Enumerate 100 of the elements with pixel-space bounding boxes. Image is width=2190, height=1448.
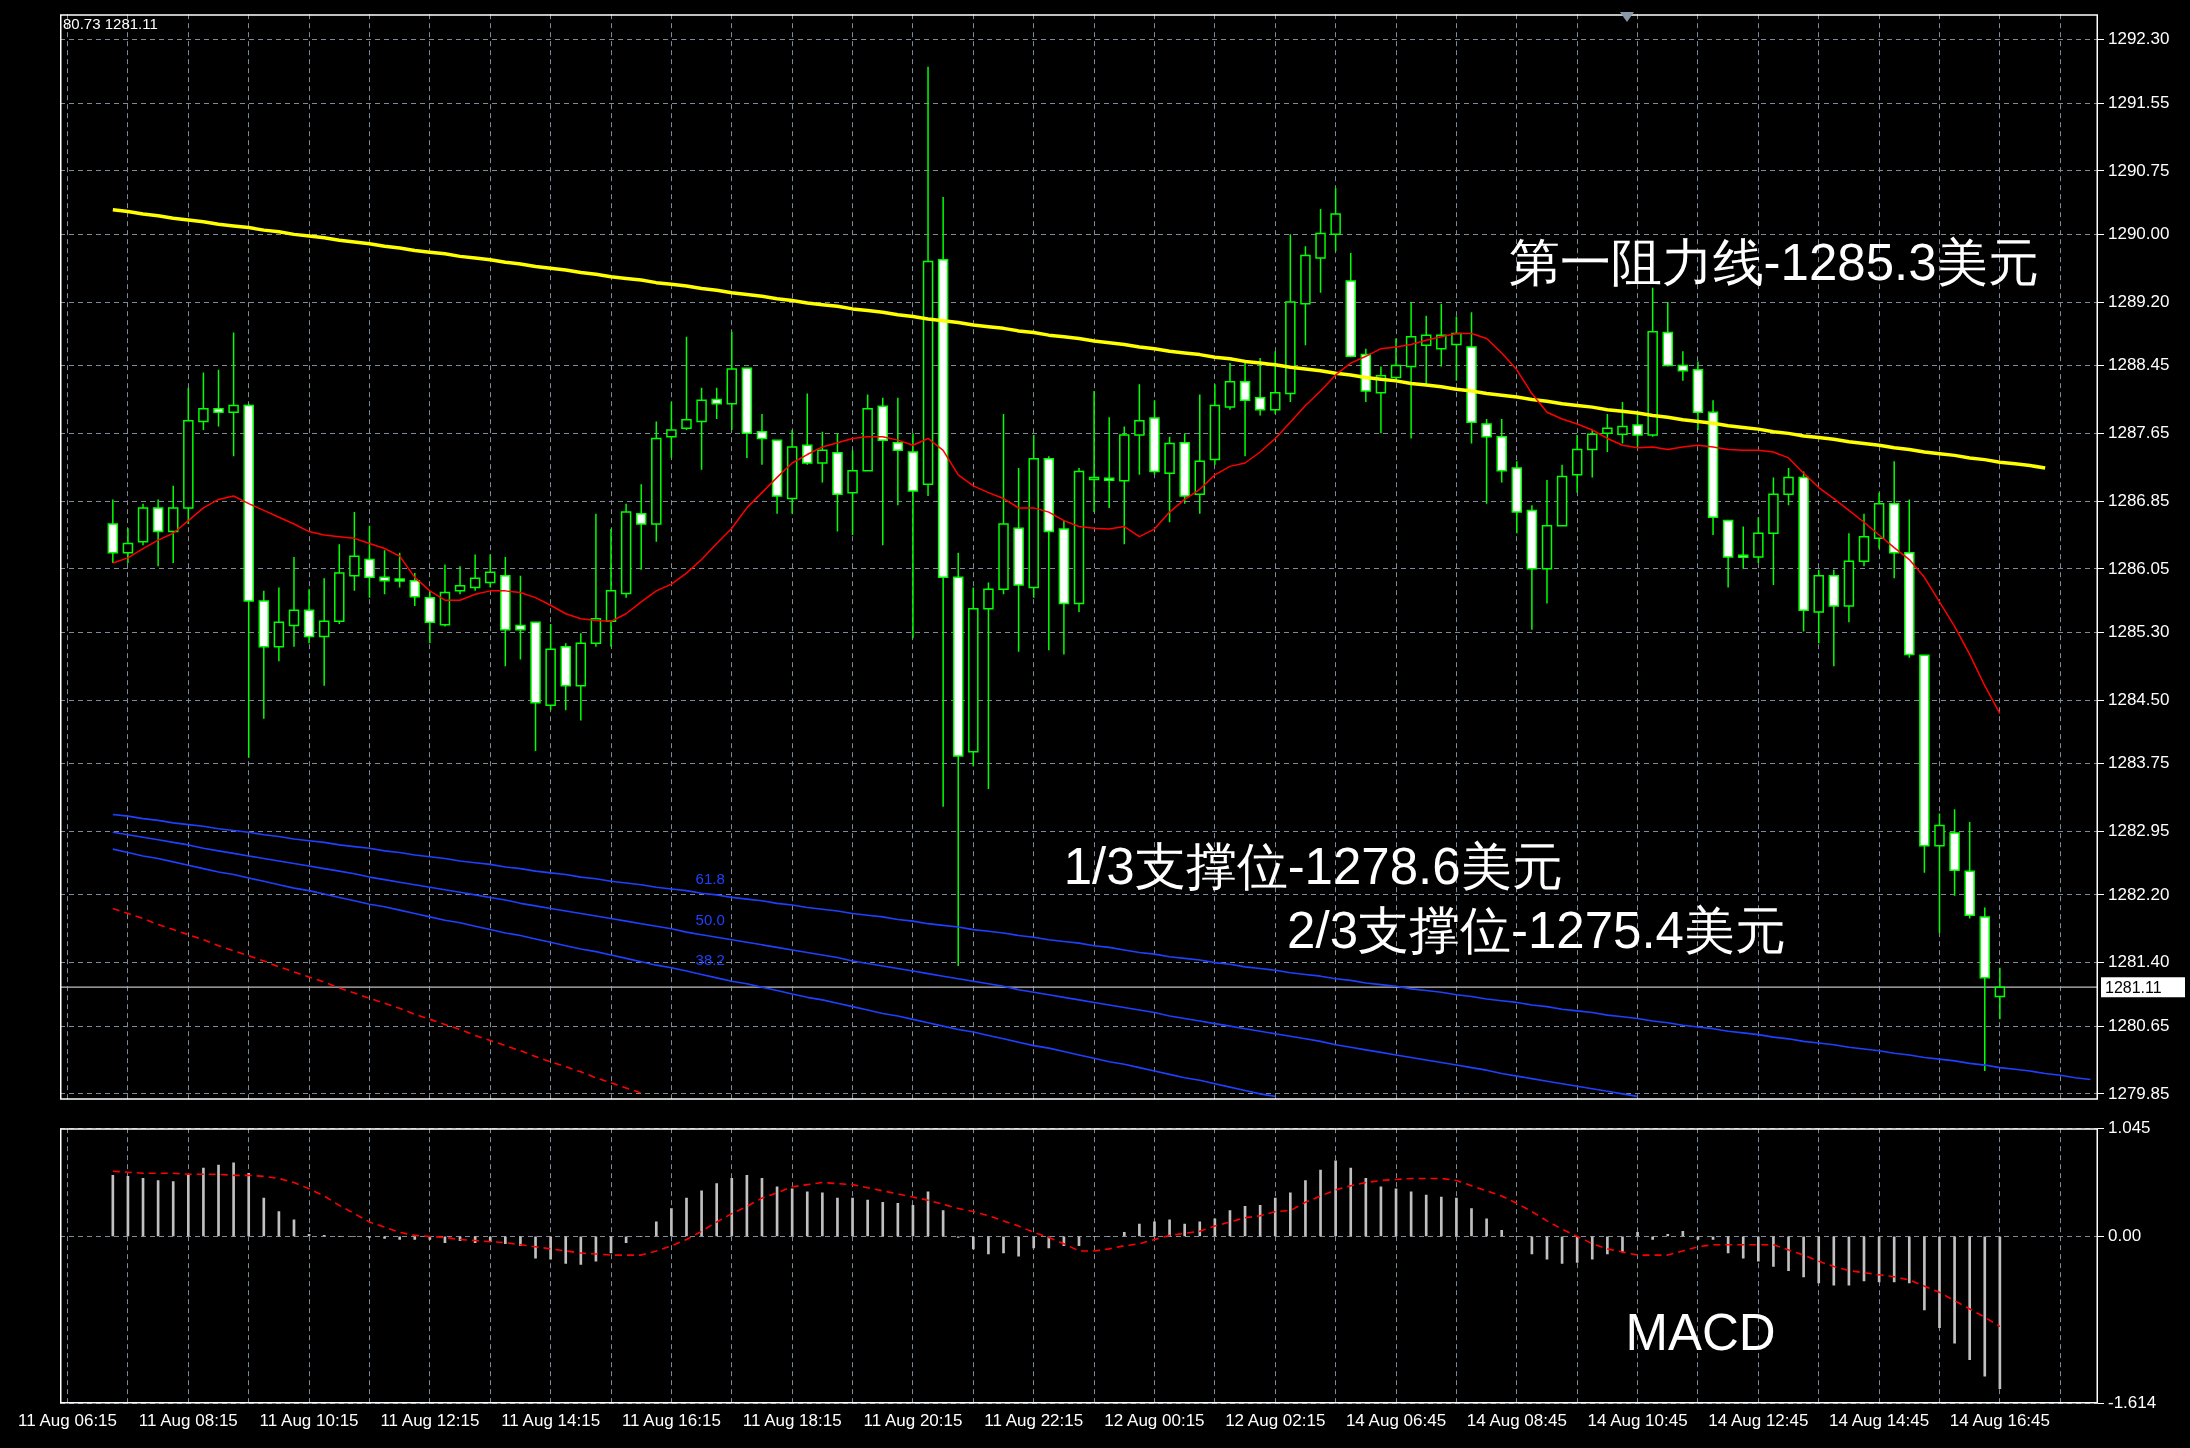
bar [1455, 1197, 1458, 1237]
annotation: 1/3支撑位-1278.6美元 [1063, 837, 1563, 895]
candlestick [1964, 821, 1975, 920]
bar [805, 1191, 809, 1237]
candlestick [1707, 399, 1719, 536]
candlestick [334, 543, 345, 625]
candlestick [1798, 470, 1809, 633]
bar [1907, 1236, 1911, 1284]
candlestick [1617, 401, 1628, 445]
candlestick [651, 420, 662, 543]
candlestick [922, 65, 934, 497]
bar [564, 1236, 568, 1264]
candlestick [1300, 245, 1311, 347]
candlestick [1737, 525, 1749, 570]
annotation: MACD [1625, 1304, 1776, 1362]
candlestick [635, 483, 647, 571]
bar [186, 1175, 190, 1237]
y-tick-label: 1288.45 [2108, 355, 2170, 375]
candlestick [258, 590, 270, 720]
bar [1047, 1236, 1051, 1249]
bar [413, 1236, 417, 1240]
candlestick [1602, 413, 1613, 453]
bar [1892, 1236, 1896, 1283]
annotation: 2/3支撑位-1275.4美元 [1287, 901, 1786, 959]
y-tick-label: 1284.50 [2108, 689, 2170, 709]
x-tick-label: 11 Aug 06:15 [18, 1411, 118, 1431]
ref-line-label: 1281.11 [2105, 978, 2162, 996]
candlestick [439, 563, 451, 628]
candlestick [409, 572, 421, 607]
candlestick [666, 401, 677, 459]
bar [1953, 1236, 1956, 1344]
candlestick [1783, 467, 1794, 507]
bar [1168, 1219, 1171, 1237]
candlestick [1662, 301, 1674, 368]
series-label: 50.0 [695, 911, 725, 929]
candlestick [1828, 568, 1840, 667]
y-tick-label: 1282.95 [2108, 821, 2170, 841]
candlestick [1541, 479, 1553, 605]
bar [1032, 1236, 1036, 1249]
candlestick [1390, 337, 1402, 382]
candlestick [1571, 434, 1583, 494]
bar [1334, 1160, 1337, 1237]
y-tick-label: 1281.40 [2108, 952, 2170, 972]
bar [851, 1197, 854, 1237]
candlestick [1028, 434, 1039, 599]
bar [1470, 1208, 1473, 1237]
x-tick-label: 14 Aug 10:45 [1587, 1411, 1688, 1431]
bar [1651, 1236, 1654, 1240]
bar [1319, 1169, 1322, 1237]
candlestick [1088, 390, 1100, 513]
candlestick [1194, 393, 1206, 515]
candlestick [1858, 513, 1870, 568]
candlestick [817, 430, 828, 484]
bar [383, 1236, 386, 1239]
bar [881, 1201, 885, 1237]
candlestick [1888, 460, 1900, 579]
candlestick [243, 402, 254, 759]
candlestick [107, 498, 119, 564]
bar [1289, 1192, 1292, 1237]
candlestick [500, 556, 511, 667]
bar [790, 1188, 794, 1237]
bar [1485, 1218, 1488, 1237]
bar [654, 1221, 658, 1237]
candlestick [1420, 314, 1432, 385]
candlestick [1405, 301, 1417, 440]
candlestick [590, 513, 602, 648]
y-tick-label: 1285.30 [2108, 622, 2170, 642]
candlestick [1451, 315, 1462, 382]
y-tick-label: 1291.55 [2108, 92, 2170, 112]
y-tick-label: 1290.00 [2108, 224, 2170, 244]
candlestick [892, 397, 904, 507]
candlestick [167, 485, 179, 564]
candlestick [1073, 467, 1085, 613]
candlestick [1058, 519, 1070, 656]
candlestick [364, 524, 375, 599]
bar [1938, 1236, 1941, 1328]
bar [1817, 1236, 1821, 1284]
bar [549, 1236, 552, 1260]
candlestick [1270, 350, 1281, 415]
candlestick [484, 553, 496, 589]
candlestick [998, 413, 1009, 596]
candlestick [847, 449, 858, 536]
candlestick [1677, 350, 1689, 382]
bar [232, 1162, 235, 1237]
y-tick-label: 1286.05 [2108, 558, 2170, 578]
x-tick-label: 11 Aug 10:15 [259, 1411, 359, 1431]
bar [1575, 1236, 1579, 1263]
candlestick [1904, 498, 1915, 659]
candlestick [1813, 568, 1824, 645]
candlestick [756, 413, 768, 466]
x-tick-label: 11 Aug 12:15 [380, 1411, 480, 1431]
bar [1757, 1236, 1760, 1262]
candlestick [786, 429, 798, 515]
y-tick-label: 1290.75 [2108, 160, 2170, 180]
bar [836, 1197, 839, 1237]
bar [1273, 1197, 1277, 1237]
bar [398, 1236, 401, 1240]
candlestick [1481, 418, 1492, 505]
candlestick [137, 502, 149, 546]
bar [1923, 1236, 1926, 1311]
